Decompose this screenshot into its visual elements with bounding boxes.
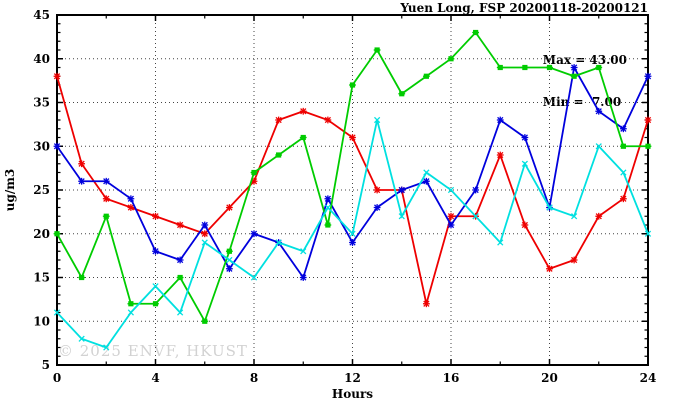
- svg-text:12: 12: [344, 371, 361, 385]
- svg-text:25: 25: [33, 183, 50, 197]
- y-tick-labels: 5 10 15 20 25 30 35 40 45: [33, 8, 50, 372]
- svg-text:20: 20: [541, 371, 558, 385]
- series-cyan-markers: [53, 116, 652, 351]
- svg-text:40: 40: [33, 52, 50, 66]
- svg-text:35: 35: [33, 96, 50, 110]
- svg-text:0: 0: [53, 371, 61, 385]
- chart-title: Yuen Long, FSP 20200118-20200121: [400, 1, 648, 15]
- min-label: Min = 7.00: [542, 95, 622, 109]
- svg-text:15: 15: [33, 271, 50, 285]
- series-green-markers: [53, 29, 652, 324]
- axis-labels: Hours ug/m3: [3, 169, 373, 401]
- svg-text:10: 10: [33, 314, 50, 328]
- x-tick-labels: 0 4 8 12 16 20 24: [53, 371, 657, 385]
- watermark: © 2025 ENVF, HKUST: [58, 342, 248, 360]
- svg-text:8: 8: [250, 371, 258, 385]
- svg-text:4: 4: [151, 371, 159, 385]
- svg-text:16: 16: [443, 371, 460, 385]
- grid: [57, 15, 648, 365]
- svg-text:24: 24: [640, 371, 657, 385]
- svg-text:5: 5: [42, 358, 50, 372]
- series-blue-markers: [53, 64, 652, 281]
- svg-text:45: 45: [33, 8, 50, 22]
- svg-text:ug/m3: ug/m3: [3, 169, 17, 212]
- x-axis-ticks: [56, 15, 649, 365]
- svg-text:30: 30: [33, 139, 50, 153]
- svg-text:Hours: Hours: [332, 387, 373, 401]
- svg-text:20: 20: [33, 227, 50, 241]
